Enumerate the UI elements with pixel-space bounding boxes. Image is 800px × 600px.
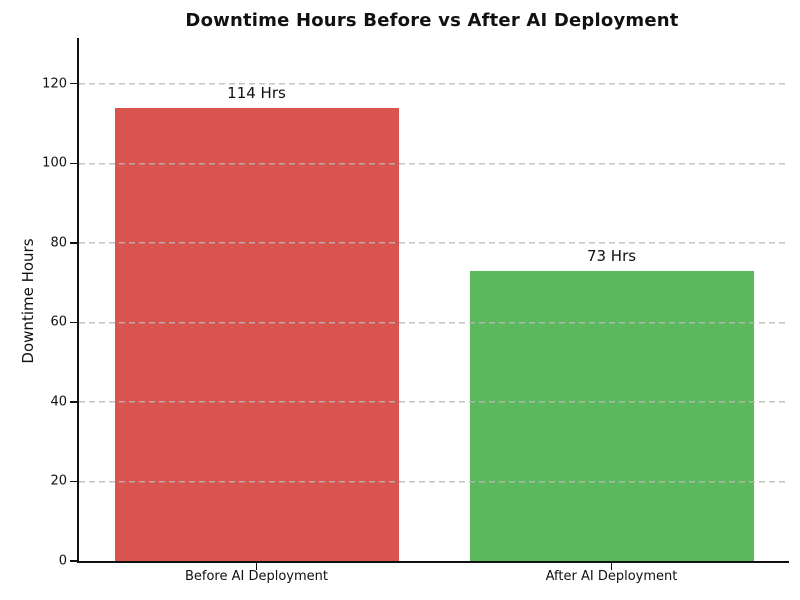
y-tick-label: 20 xyxy=(50,473,67,489)
y-tick-label: 80 xyxy=(50,235,67,251)
y-tick-label: 60 xyxy=(50,314,67,330)
y-axis-tick xyxy=(70,480,77,483)
chart-title: Downtime Hours Before vs After AI Deploy… xyxy=(185,10,679,31)
bar-before xyxy=(114,107,399,561)
bar-value-label: 73 Hrs xyxy=(586,246,637,265)
x-axis-tick xyxy=(610,563,613,570)
x-tick-label: Before AI Deployment xyxy=(184,569,328,584)
y-tick-label: 120 xyxy=(42,76,67,92)
y-tick-label: 0 xyxy=(58,553,67,569)
x-tick-label: After AI Deployment xyxy=(545,569,678,584)
y-axis-tick xyxy=(70,321,77,324)
x-axis-tick xyxy=(255,563,258,570)
y-axis-tick xyxy=(70,242,77,244)
y-tick-label: 40 xyxy=(50,394,67,410)
bar-value-label: 114 Hrs xyxy=(227,83,286,102)
y-axis-tick xyxy=(70,82,77,85)
plot-area: 0 20 40 60 80 100 120 114 Hrs Before AI Deployme… xyxy=(42,38,789,584)
y-axis-tick xyxy=(70,560,77,562)
y-axis-tick xyxy=(70,162,77,165)
bar-after xyxy=(469,270,754,561)
y-axis-tick xyxy=(70,401,77,403)
y-tick-label: 100 xyxy=(42,155,67,171)
